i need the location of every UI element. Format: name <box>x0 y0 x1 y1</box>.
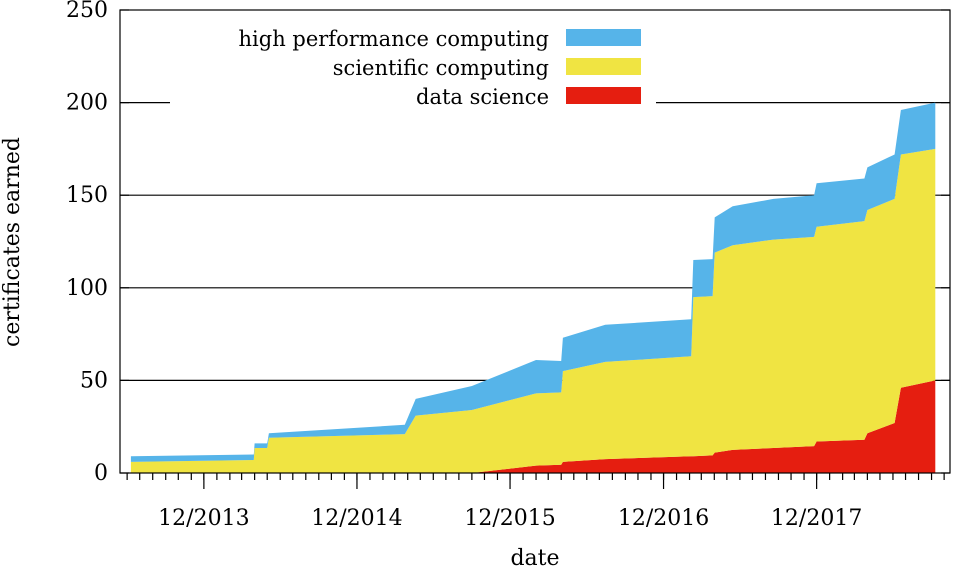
y-axis-label: certificates earned <box>0 137 25 347</box>
y-tick-label: 200 <box>66 91 108 116</box>
y-tick-label: 0 <box>94 461 108 486</box>
x-tick-label: 12/2013 <box>158 506 249 531</box>
plot-frame <box>119 9 951 474</box>
legend-label: high performance computing <box>239 27 549 51</box>
legend-swatch <box>566 29 641 46</box>
y-tick-label: 100 <box>66 276 108 301</box>
legend-label: data science <box>416 85 549 109</box>
x-tick-label: 12/2016 <box>618 506 709 531</box>
x-axis-label: date <box>510 546 559 567</box>
y-axis: 0 50 100 150 200 250 <box>66 0 950 486</box>
legend-swatch <box>566 87 641 104</box>
legend-label: scientific computing <box>333 56 549 80</box>
legend-swatch <box>566 58 641 75</box>
y-tick-label: 250 <box>66 0 108 23</box>
area-high-performance-computing <box>130 102 936 462</box>
y-tick-label: 150 <box>66 183 108 208</box>
x-tick-label: 12/2015 <box>464 506 555 531</box>
area-data-science <box>130 380 936 473</box>
x-tick-label: 12/2014 <box>311 506 402 531</box>
area-scientific-computing <box>130 148 936 473</box>
series-areas <box>130 102 936 473</box>
x-axis: 12/2013 12/2014 12/2015 12/2016 12/2017 <box>126 473 945 531</box>
y-tick-label: 50 <box>80 368 108 393</box>
legend: high performance computing scientific com… <box>239 27 641 109</box>
x-tick-label: 12/2017 <box>771 506 862 531</box>
